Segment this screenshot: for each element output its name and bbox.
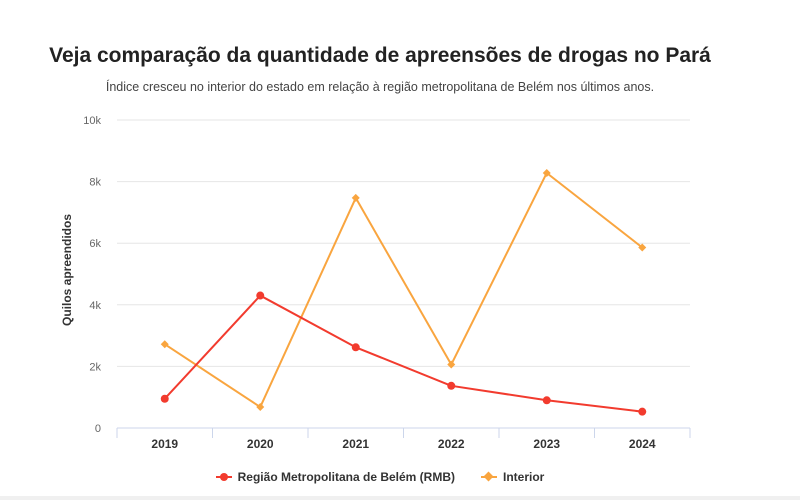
data-point-rmb-2019[interactable] [160, 394, 169, 403]
y-tick-label-4000: 4k [89, 300, 101, 312]
y-axis-label: Quilos apreendidos [60, 214, 74, 326]
data-point-interior-2021[interactable] [351, 193, 360, 202]
x-tick-label-2024: 2024 [629, 437, 656, 451]
x-axis-ticks: 2019 2020 2021 2022 2023 2024 [151, 437, 656, 451]
y-axis-ticks: 0 2k 4k 6k 8k 10k [83, 115, 101, 435]
legend-label-rmb: Região Metropolitana de Belém (RMB) [237, 470, 455, 484]
legend-circle-marker-icon [215, 472, 232, 482]
grid-lines [117, 119, 690, 367]
data-point-interior-2023[interactable] [542, 168, 551, 177]
chart-subtitle: Índice cresceu no interior do estado em … [105, 80, 655, 94]
series-interior [160, 168, 647, 412]
legend: Região Metropolitana de Belém (RMB) Inte… [0, 470, 760, 484]
data-point-rmb-2022[interactable] [447, 381, 456, 390]
legend-item-rmb[interactable]: Região Metropolitana de Belém (RMB) [215, 470, 455, 484]
data-point-rmb-2020[interactable] [256, 291, 265, 300]
x-tick-label-2023: 2023 [533, 437, 560, 451]
bottom-border [0, 496, 800, 500]
data-point-interior-2022[interactable] [447, 360, 456, 369]
legend-item-interior[interactable]: Interior [481, 470, 544, 484]
legend-label-interior: Interior [503, 470, 545, 484]
y-tick-label-0: 0 [95, 423, 101, 435]
data-point-interior-2024[interactable] [638, 243, 647, 252]
data-point-interior-2020[interactable] [256, 403, 265, 412]
series-line-rmb [163, 294, 644, 413]
y-tick-label-2000: 2k [89, 361, 101, 373]
y-tick-label-6000: 6k [89, 238, 101, 250]
x-tick-label-2020: 2020 [247, 437, 274, 451]
x-tick-label-2019: 2019 [151, 437, 178, 451]
series-rmb [160, 291, 647, 416]
data-point-interior-2019[interactable] [160, 340, 169, 349]
series-layer [160, 168, 647, 416]
x-tick-label-2021: 2021 [342, 437, 369, 451]
x-axis [116, 427, 691, 438]
x-tick-label-2022: 2022 [438, 437, 465, 451]
y-tick-label-10000: 10k [83, 115, 101, 127]
data-point-rmb-2021[interactable] [351, 343, 360, 352]
series-line-interior [163, 171, 644, 409]
data-point-rmb-2023[interactable] [542, 396, 551, 405]
legend-diamond-marker-icon [481, 471, 497, 482]
chart-title: Veja comparação da quantidade de apreens… [49, 44, 711, 67]
y-tick-label-8000: 8k [89, 177, 101, 189]
data-point-rmb-2024[interactable] [638, 407, 647, 416]
